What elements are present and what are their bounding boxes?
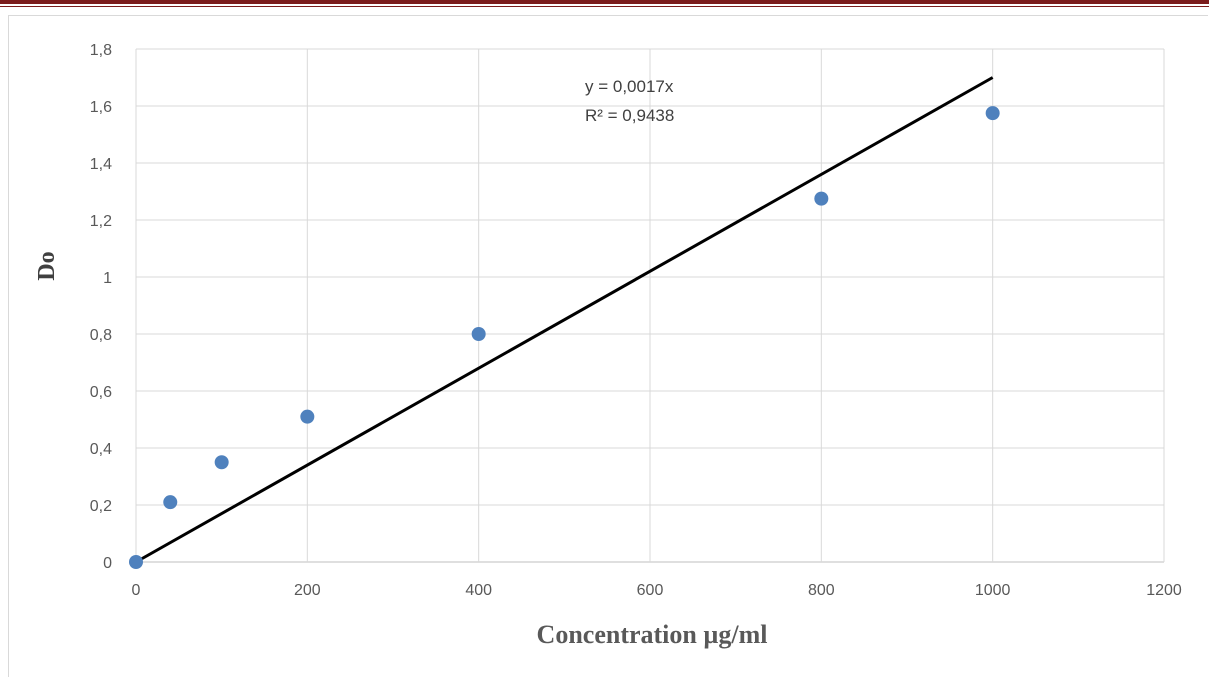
trendline-r-squared: R² = 0,9438 bbox=[585, 106, 674, 125]
y-tick-label: 0,6 bbox=[90, 384, 112, 401]
page-header-rule-thin bbox=[0, 6, 1209, 7]
x-axis-ticks: 0 200 400 600 800 1000 1200 bbox=[132, 582, 1182, 599]
x-tick-label: 200 bbox=[294, 582, 321, 599]
y-tick-label: 0,2 bbox=[90, 498, 112, 515]
trendline-equation: y = 0,0017x bbox=[585, 77, 674, 96]
y-tick-label: 0 bbox=[103, 555, 112, 572]
grid-lines bbox=[135, 48, 1165, 563]
chart-frame bbox=[8, 15, 1208, 677]
y-tick-label: 0,4 bbox=[90, 441, 112, 458]
data-point bbox=[163, 495, 178, 510]
x-axis-title: Concentration µg/ml bbox=[537, 620, 768, 649]
data-point bbox=[300, 409, 315, 424]
data-point bbox=[814, 191, 829, 206]
page-header-rule bbox=[0, 0, 1209, 4]
x-tick-label: 1000 bbox=[975, 582, 1011, 599]
x-tick-label: 0 bbox=[132, 582, 141, 599]
y-axis-ticks: 0 0,2 0,4 0,6 0,8 1 1,2 1,4 1,6 1,8 bbox=[90, 42, 112, 572]
trendline bbox=[135, 76, 994, 564]
y-tick-label: 1,6 bbox=[90, 99, 112, 116]
y-tick-label: 1 bbox=[103, 270, 112, 287]
x-tick-label: 600 bbox=[637, 582, 664, 599]
data-point bbox=[985, 106, 1000, 121]
data-point bbox=[471, 327, 486, 341]
y-tick-label: 1,2 bbox=[90, 213, 112, 230]
data-point bbox=[129, 555, 143, 569]
x-tick-label: 800 bbox=[808, 582, 835, 599]
trendline-group bbox=[135, 76, 994, 564]
y-tick-label: 1,4 bbox=[90, 156, 112, 173]
data-point bbox=[214, 455, 229, 470]
x-tick-label: 400 bbox=[465, 582, 492, 599]
data-points bbox=[129, 106, 1000, 569]
x-tick-label: 1200 bbox=[1146, 582, 1182, 599]
y-tick-label: 0,8 bbox=[90, 327, 112, 344]
y-axis-title: Do bbox=[34, 251, 60, 280]
y-tick-label: 1,8 bbox=[90, 42, 112, 59]
